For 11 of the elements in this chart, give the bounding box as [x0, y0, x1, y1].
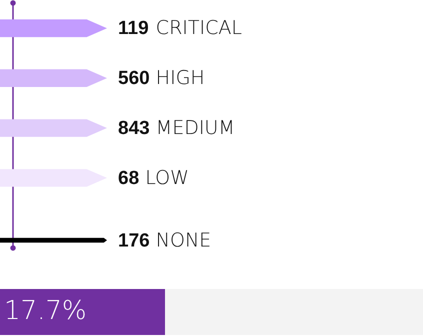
category-label: CRITICAL: [156, 17, 242, 40]
category-label: MEDIUM: [156, 117, 235, 140]
data-label: 119: [118, 18, 149, 40]
progress-meter: 17.7%: [0, 289, 423, 335]
data-label: 560: [118, 68, 150, 90]
category-label: LOW: [145, 166, 189, 189]
data-label: 843: [118, 118, 150, 140]
category-label: HIGH: [156, 67, 205, 90]
data-label: 176: [118, 230, 150, 252]
category-label: NONE: [156, 229, 212, 252]
data-label: 68: [118, 168, 140, 189]
